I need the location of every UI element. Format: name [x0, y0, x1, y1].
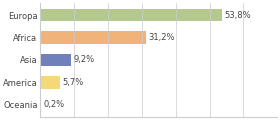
Text: 53,8%: 53,8%: [225, 11, 251, 20]
Bar: [40, 31, 146, 44]
Text: 5,7%: 5,7%: [62, 78, 83, 87]
Bar: [40, 54, 71, 66]
Text: 31,2%: 31,2%: [148, 33, 175, 42]
Bar: [40, 99, 41, 111]
Text: 9,2%: 9,2%: [74, 55, 95, 64]
Bar: [40, 76, 60, 89]
Bar: [40, 9, 222, 21]
Text: 0,2%: 0,2%: [43, 100, 64, 109]
